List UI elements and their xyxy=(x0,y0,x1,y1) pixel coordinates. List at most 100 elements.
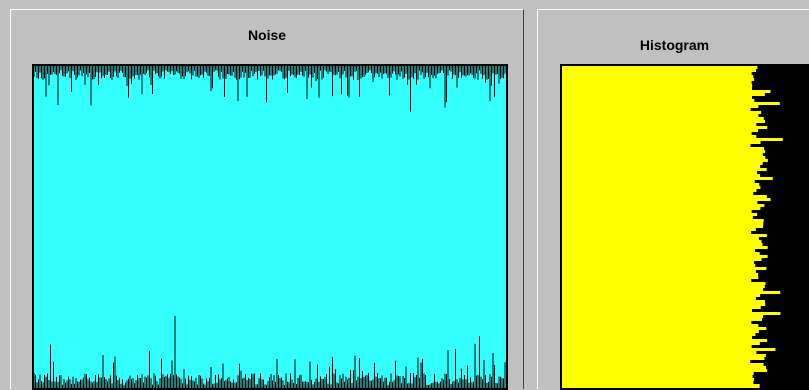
histogram-bar xyxy=(562,273,758,276)
histogram-bar xyxy=(562,186,760,189)
histogram-bar xyxy=(562,69,756,72)
histogram-bar xyxy=(562,354,766,357)
histogram-bar xyxy=(562,219,764,222)
histogram-bar xyxy=(562,357,764,360)
histogram-bar xyxy=(562,126,767,129)
histogram-bar xyxy=(562,156,765,159)
histogram-bar xyxy=(562,330,759,333)
histogram-bar xyxy=(562,114,758,117)
histogram-bar xyxy=(562,315,763,318)
histogram-bar xyxy=(562,84,752,87)
histogram-bar xyxy=(562,87,752,90)
histogram-bar xyxy=(562,105,758,108)
histogram-bar xyxy=(562,267,766,270)
histogram-bar xyxy=(562,387,759,388)
histogram-bar xyxy=(562,312,780,315)
histogram-bar xyxy=(562,183,759,186)
histogram-bar xyxy=(562,159,768,162)
histogram-bar xyxy=(562,213,757,216)
histogram-bar xyxy=(562,348,775,351)
histogram-bar xyxy=(562,123,756,126)
histogram-bar xyxy=(562,111,761,114)
histogram-bar xyxy=(562,144,750,147)
histogram-bar xyxy=(562,99,754,102)
histogram-bar xyxy=(562,378,754,381)
histogram-bar xyxy=(562,78,754,81)
histogram-bar xyxy=(562,138,783,141)
histogram-bar xyxy=(562,162,763,165)
histogram-bar xyxy=(562,174,760,177)
histogram-bar xyxy=(562,66,757,69)
histogram-bar xyxy=(562,192,753,195)
histogram-bar xyxy=(562,384,760,387)
histogram-bar xyxy=(562,195,767,198)
histogram-bar xyxy=(562,294,760,297)
noise-plot xyxy=(32,64,508,390)
histogram-bar xyxy=(562,309,752,312)
histogram-bar xyxy=(562,93,765,96)
histogram-bar xyxy=(562,96,752,99)
histogram-bar xyxy=(562,153,763,156)
histogram-bar xyxy=(562,291,780,294)
histogram-bar xyxy=(562,279,751,282)
histogram-bar xyxy=(562,258,762,261)
noise-fill xyxy=(34,66,506,388)
histogram-bar xyxy=(562,318,762,321)
histogram-bar xyxy=(562,90,771,93)
histogram-bar xyxy=(562,141,761,144)
histogram-bar xyxy=(562,276,758,279)
histogram-bar xyxy=(562,243,763,246)
histogram-title: Histogram xyxy=(538,37,809,53)
histogram-bar xyxy=(562,240,762,243)
histogram-bar xyxy=(562,204,764,207)
noise-waveform xyxy=(34,66,506,388)
histogram-bar xyxy=(562,303,765,306)
histogram-bar xyxy=(562,207,760,210)
histogram-bar xyxy=(562,222,763,225)
histogram-bar xyxy=(562,75,753,78)
histogram-bar xyxy=(562,171,757,174)
histogram-bar xyxy=(562,147,764,150)
histogram-bar-group xyxy=(562,66,783,388)
histogram-bar xyxy=(562,150,765,153)
histogram-bar xyxy=(562,339,767,342)
histogram-bar xyxy=(562,165,760,168)
histogram-bar xyxy=(562,249,755,252)
histogram-bar xyxy=(562,255,768,258)
histogram-bar xyxy=(562,225,763,228)
histogram-bar xyxy=(562,300,765,303)
histogram-bar xyxy=(562,297,756,300)
histogram-bar xyxy=(562,264,755,267)
histogram-bar xyxy=(562,72,752,75)
noise-title: Noise xyxy=(11,27,523,43)
histogram-bar xyxy=(562,360,750,363)
histogram-bar xyxy=(562,108,751,111)
histogram-bar xyxy=(562,216,753,219)
histogram-bar xyxy=(562,336,752,339)
histogram-bar xyxy=(562,342,760,345)
histogram-bar xyxy=(562,333,755,336)
histogram-bar xyxy=(562,177,773,180)
histogram-bar xyxy=(562,324,758,327)
histogram-bar xyxy=(562,201,757,204)
histogram-bar xyxy=(562,120,765,123)
histogram-bar xyxy=(562,366,766,369)
histogram-bar xyxy=(562,81,752,84)
histogram-bar xyxy=(562,168,767,171)
histogram-bar xyxy=(562,228,756,231)
histogram-bar xyxy=(562,117,764,120)
histogram-bar xyxy=(562,132,752,135)
histogram-bar xyxy=(562,129,758,132)
histogram-bar xyxy=(562,237,759,240)
histogram-bar xyxy=(562,321,751,324)
histogram-bar xyxy=(562,282,766,285)
histogram-bar xyxy=(562,375,753,378)
histogram-bars xyxy=(562,66,808,388)
histogram-bar xyxy=(562,306,761,309)
histogram-bar xyxy=(562,246,768,249)
histogram-bar xyxy=(562,372,754,375)
histogram-bar xyxy=(562,363,764,366)
histogram-bar xyxy=(562,351,756,354)
histogram-bar xyxy=(562,189,756,192)
histogram-panel: Histogram xyxy=(537,9,809,389)
